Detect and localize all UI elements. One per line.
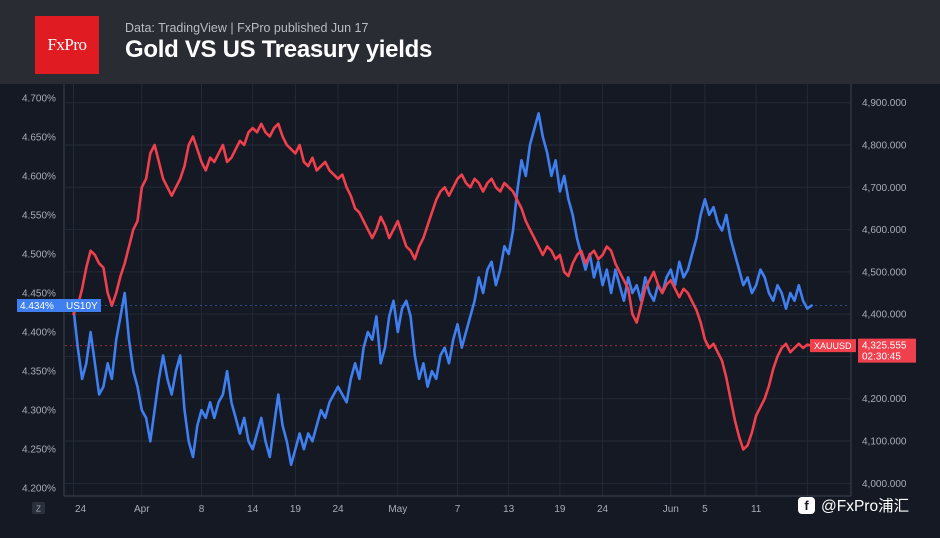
x-tick-label: 24: [332, 504, 344, 515]
axes: [63, 84, 852, 497]
xauusd-name-badge: [810, 339, 856, 353]
chart-background: [0, 84, 940, 538]
right-tick-label: 4,000.000: [862, 479, 907, 490]
xauusd-series-name: XAUUSD: [814, 341, 852, 351]
x-tick-label: 11: [751, 504, 762, 515]
xauusd-countdown: 02:30:45: [862, 352, 901, 363]
us10y-last-value: 4.434%: [20, 301, 54, 312]
watermark-text: @FxPro浦汇: [821, 498, 910, 515]
wechat-official-icon: f: [798, 496, 815, 514]
fxpro-logo: FxPro: [35, 16, 99, 74]
xauusd-last-value: 4,325.555: [862, 341, 907, 352]
left-tick-label: 4.450%: [22, 289, 56, 300]
left-tick-label: 4.600%: [22, 171, 56, 182]
us10y-price-badge: [17, 298, 101, 312]
x-tick-label: 5: [702, 504, 708, 515]
x-tick-label: 19: [554, 504, 566, 515]
right-tick-label: 4,500.000: [862, 267, 907, 278]
gridlines: [65, 84, 850, 496]
left-tick-label: 4.350%: [22, 367, 56, 378]
x-tick-label: 24: [75, 504, 87, 515]
source-subtitle: Data: TradingView | FxPro published Jun …: [125, 21, 369, 35]
right-tick-label: 4,100.000: [862, 437, 907, 448]
xauusd-price-badge: [858, 338, 916, 363]
x-corner-box: [32, 502, 45, 514]
header: FxPro Data: TradingView | FxPro publishe…: [0, 0, 940, 84]
us10y-line: [72, 112, 813, 467]
right-tick-label: 4,800.000: [862, 140, 907, 151]
watermark: f @FxPro浦汇: [798, 494, 909, 516]
left-tick-label: 4.650%: [22, 132, 56, 143]
x-tick-label: 7: [455, 504, 461, 515]
series-lines: [72, 112, 813, 467]
x-tick-label: May: [388, 504, 407, 515]
right-tick-label: 4,400.000: [862, 310, 907, 321]
left-tick-label: 4.550%: [22, 210, 56, 221]
left-tick-label: 4.400%: [22, 328, 56, 339]
x-tick-label: 19: [290, 504, 302, 515]
right-tick-label: 4,600.000: [862, 225, 907, 236]
left-tick-label: 4.700%: [22, 93, 56, 104]
right-tick-label: 4,700.000: [862, 183, 907, 194]
left-tick-label: 4.250%: [22, 445, 56, 456]
x-tick-label: Apr: [134, 504, 150, 515]
gold-vs-yields-chart: 24Apr8141924May7131924Jun51117Z4.200%4.2…: [0, 84, 940, 538]
xauusd-line: [72, 122, 813, 451]
us10y-series-name: US10Y: [66, 301, 98, 312]
x-tick-label: 8: [199, 504, 205, 515]
right-tick-label: 4,900.000: [862, 98, 907, 109]
axis-labels: 24Apr8141924May7131924Jun51117Z4.200%4.2…: [22, 93, 907, 515]
x-tick-label: 13: [503, 504, 515, 515]
x-tick-label: 14: [247, 504, 259, 515]
left-tick-label: 4.200%: [22, 484, 56, 495]
left-tick-label: 4.300%: [22, 406, 56, 417]
right-tick-label: 4,200.000: [862, 394, 907, 405]
x-tick-label: 24: [597, 504, 609, 515]
chart-title: Gold VS US Treasury yields: [125, 36, 432, 63]
left-tick-label: 4.500%: [22, 249, 56, 260]
x-tick-label: Jun: [663, 504, 679, 515]
x-corner-label: Z: [36, 505, 41, 514]
